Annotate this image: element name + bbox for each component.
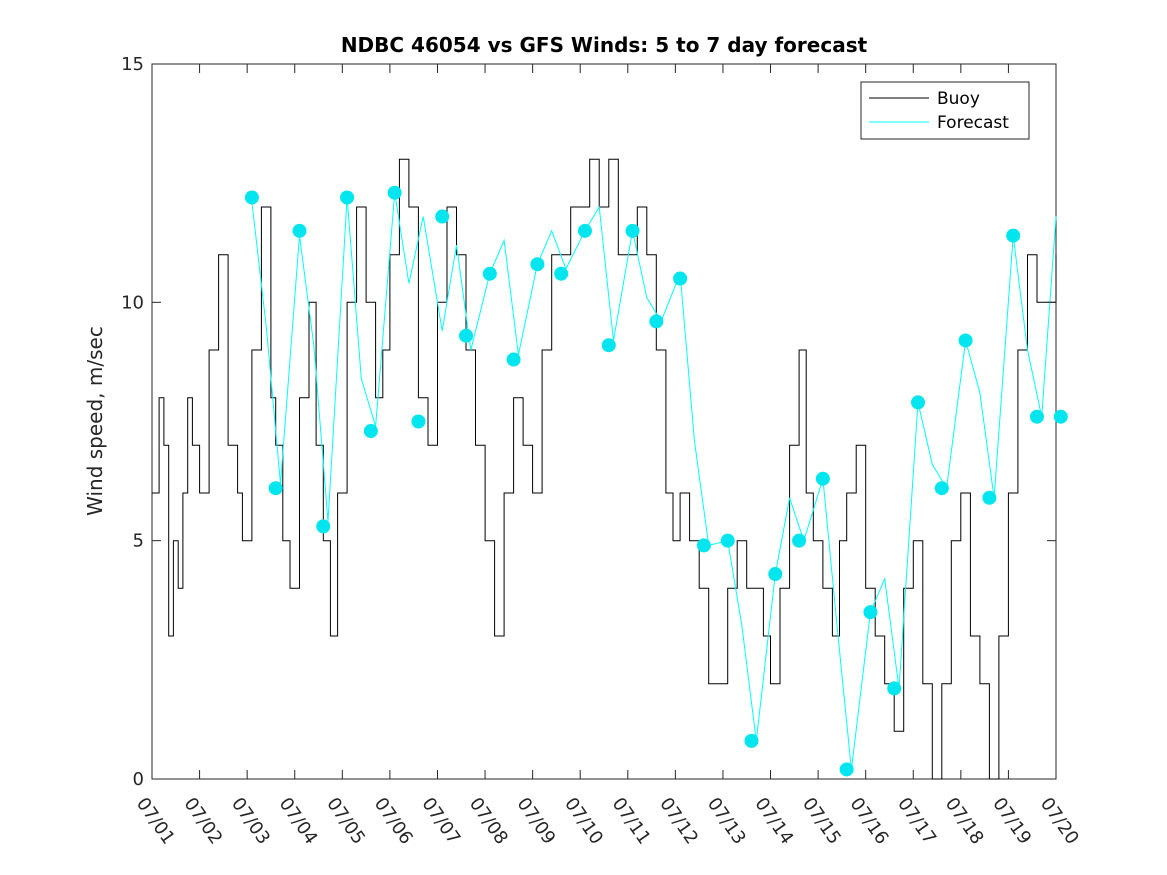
y-tick-label: 0 [133,769,144,790]
forecast-marker [459,328,474,343]
forecast-marker [839,762,854,777]
marker-layer [244,185,1068,777]
forecast-marker [696,538,711,553]
series-forecast-line [251,192,1057,770]
forecast-marker [958,333,973,348]
y-tick-label: 5 [133,531,144,552]
forecast-marker [530,257,545,272]
y-tick-label: 15 [121,54,144,75]
forecast-marker [435,209,450,224]
legend: Buoy Forecast [860,81,1030,140]
legend-forecast-label: Forecast [937,113,1009,133]
forecast-marker [292,223,307,238]
y-axis-label: Wind speed, m/sec [83,326,107,516]
forecast-marker [934,481,949,496]
forecast-marker [887,681,902,696]
forecast-marker [387,185,402,200]
forecast-marker [863,605,878,620]
chart-title: NDBC 46054 vs GFS Winds: 5 to 7 day fore… [341,33,868,57]
forecast-marker [316,519,331,534]
forecast-marker [1029,409,1044,424]
forecast-marker [268,481,283,496]
y-axis: 0 5 10 15 [121,54,1056,790]
plot-area [151,63,1057,780]
legend-box [860,81,1030,140]
forecast-marker [1006,228,1021,243]
forecast-marker [649,314,664,329]
series-buoy-line [152,158,1057,780]
forecast-marker [1053,409,1068,424]
forecast-marker [577,223,592,238]
forecast-marker [625,223,640,238]
forecast-marker [720,533,735,548]
forecast-marker [601,338,616,353]
forecast-marker [244,190,259,205]
legend-buoy-label: Buoy [937,89,980,109]
forecast-marker [982,490,997,505]
forecast-marker [911,395,926,410]
forecast-marker [363,424,378,439]
y-tick-label: 10 [121,292,144,313]
forecast-marker [506,352,521,367]
forecast-marker [673,271,688,286]
series-layer [152,158,1057,780]
forecast-marker [411,414,426,429]
forecast-marker [482,266,497,281]
forecast-marker [768,567,783,582]
forecast-marker [744,733,759,748]
forecast-marker [792,533,807,548]
forecast-marker [554,266,569,281]
forecast-marker [815,471,830,486]
forecast-marker [340,190,355,205]
